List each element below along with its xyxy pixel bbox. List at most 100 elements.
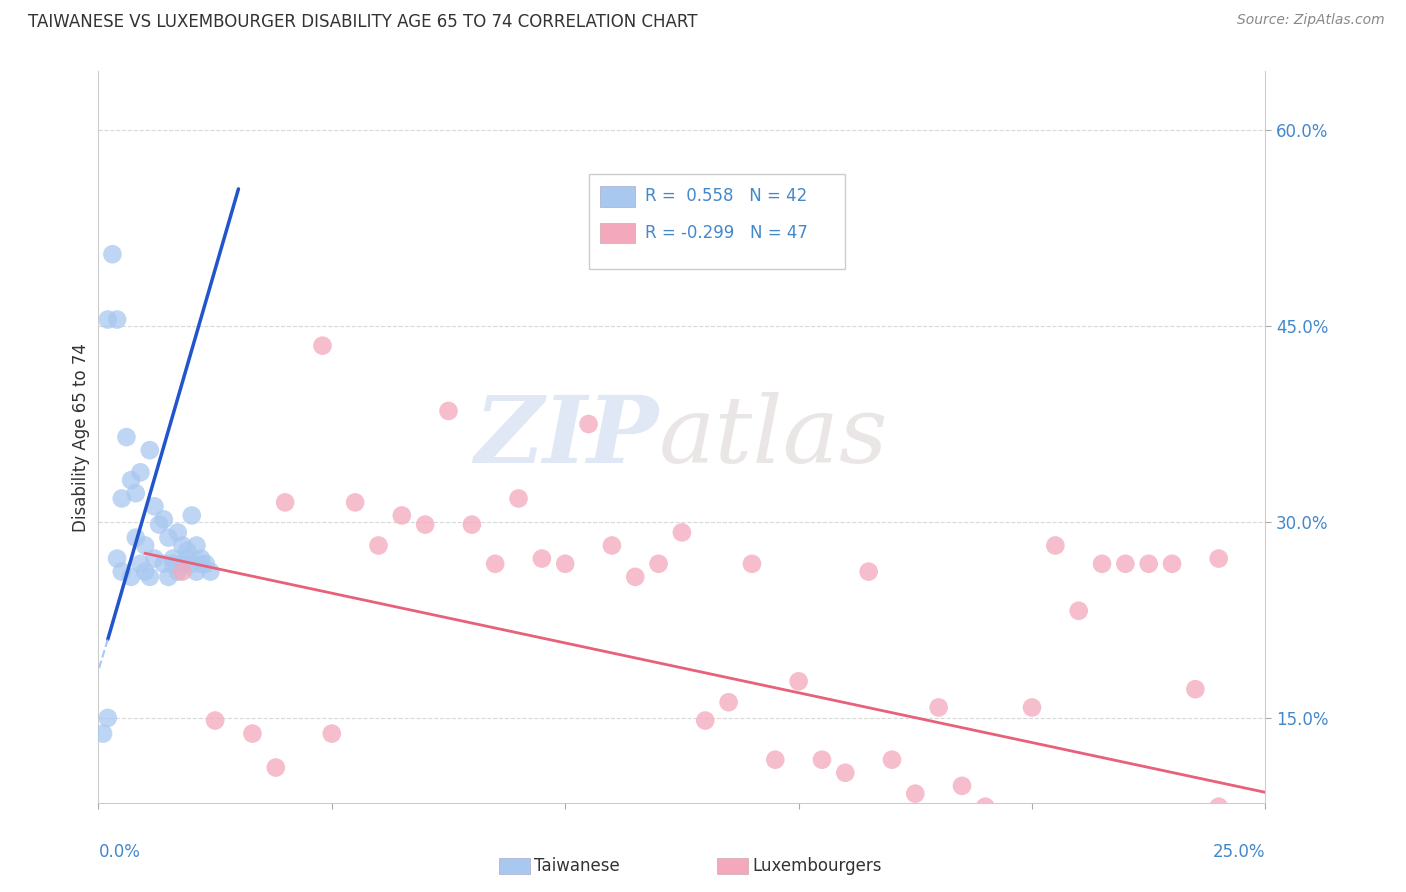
Point bbox=[242, 726, 264, 740]
Text: Luxembourgers: Luxembourgers bbox=[752, 857, 882, 875]
Point bbox=[91, 726, 114, 740]
Point bbox=[125, 531, 148, 545]
Point bbox=[1067, 604, 1090, 618]
Bar bbox=[600, 186, 636, 207]
Point bbox=[157, 570, 180, 584]
Point bbox=[880, 753, 903, 767]
Point bbox=[508, 491, 530, 506]
Point bbox=[763, 753, 786, 767]
Point bbox=[129, 557, 152, 571]
Point bbox=[162, 551, 184, 566]
Point bbox=[1208, 799, 1230, 814]
Point bbox=[172, 539, 194, 553]
Point bbox=[578, 417, 600, 431]
Point bbox=[1114, 557, 1136, 571]
Point bbox=[176, 551, 198, 566]
Point bbox=[101, 247, 124, 261]
Point bbox=[190, 551, 212, 566]
Point bbox=[129, 466, 152, 480]
Point bbox=[143, 551, 166, 566]
Point bbox=[997, 813, 1019, 827]
Point bbox=[264, 760, 287, 774]
Text: R =  0.558   N = 42: R = 0.558 N = 42 bbox=[644, 187, 807, 205]
Point bbox=[1208, 551, 1230, 566]
Point bbox=[695, 714, 717, 728]
Point bbox=[1137, 557, 1160, 571]
Point bbox=[180, 557, 202, 571]
Point bbox=[134, 539, 156, 553]
Point bbox=[152, 557, 174, 571]
Point bbox=[204, 714, 226, 728]
Point bbox=[172, 557, 194, 571]
Point bbox=[105, 551, 128, 566]
Point bbox=[200, 565, 222, 579]
Point bbox=[180, 508, 202, 523]
Point bbox=[530, 551, 553, 566]
Point bbox=[858, 565, 880, 579]
Point bbox=[974, 799, 997, 814]
Point bbox=[554, 557, 576, 571]
Point bbox=[157, 531, 180, 545]
Bar bbox=[600, 223, 636, 244]
Point bbox=[834, 765, 856, 780]
Point bbox=[321, 726, 343, 740]
Point bbox=[928, 700, 950, 714]
Point bbox=[97, 312, 120, 326]
Point bbox=[1045, 539, 1067, 553]
Point bbox=[413, 517, 436, 532]
Point bbox=[166, 525, 188, 540]
Text: 25.0%: 25.0% bbox=[1213, 843, 1265, 861]
Point bbox=[311, 339, 333, 353]
Point bbox=[437, 404, 460, 418]
Point bbox=[600, 539, 623, 553]
Point bbox=[139, 570, 162, 584]
Point bbox=[97, 711, 120, 725]
Point bbox=[152, 512, 174, 526]
Point bbox=[166, 565, 188, 579]
Point bbox=[134, 565, 156, 579]
Point bbox=[367, 539, 389, 553]
Point bbox=[391, 508, 413, 523]
Point bbox=[172, 565, 194, 579]
Text: 0.0%: 0.0% bbox=[98, 843, 141, 861]
Point bbox=[344, 495, 367, 509]
Point bbox=[115, 430, 138, 444]
Point bbox=[904, 787, 927, 801]
Point bbox=[1091, 557, 1114, 571]
Point bbox=[148, 517, 170, 532]
Bar bbox=[589, 174, 845, 268]
Point bbox=[671, 525, 693, 540]
Point bbox=[1230, 865, 1253, 880]
Point bbox=[111, 491, 134, 506]
Point bbox=[624, 570, 647, 584]
Point bbox=[461, 517, 484, 532]
Text: Source: ZipAtlas.com: Source: ZipAtlas.com bbox=[1237, 13, 1385, 28]
Point bbox=[143, 500, 166, 514]
Y-axis label: Disability Age 65 to 74: Disability Age 65 to 74 bbox=[72, 343, 90, 532]
Point bbox=[186, 539, 208, 553]
Point bbox=[194, 557, 217, 571]
Point bbox=[1021, 700, 1043, 714]
Point bbox=[186, 565, 208, 579]
Point bbox=[484, 557, 506, 571]
Point bbox=[111, 565, 134, 579]
Point bbox=[120, 570, 142, 584]
Text: ZIP: ZIP bbox=[474, 392, 658, 482]
Point bbox=[176, 543, 198, 558]
Point bbox=[190, 557, 212, 571]
Text: Taiwanese: Taiwanese bbox=[534, 857, 620, 875]
Point bbox=[950, 779, 973, 793]
Point bbox=[139, 443, 162, 458]
Point bbox=[787, 674, 810, 689]
Point bbox=[1184, 682, 1206, 697]
Point bbox=[162, 557, 184, 571]
Text: TAIWANESE VS LUXEMBOURGER DISABILITY AGE 65 TO 74 CORRELATION CHART: TAIWANESE VS LUXEMBOURGER DISABILITY AGE… bbox=[28, 13, 697, 31]
Point bbox=[647, 557, 669, 571]
Point bbox=[1161, 557, 1184, 571]
Point bbox=[125, 486, 148, 500]
Point bbox=[717, 695, 740, 709]
Point bbox=[274, 495, 297, 509]
Point bbox=[120, 473, 142, 487]
Text: atlas: atlas bbox=[658, 392, 889, 482]
Point bbox=[811, 753, 834, 767]
